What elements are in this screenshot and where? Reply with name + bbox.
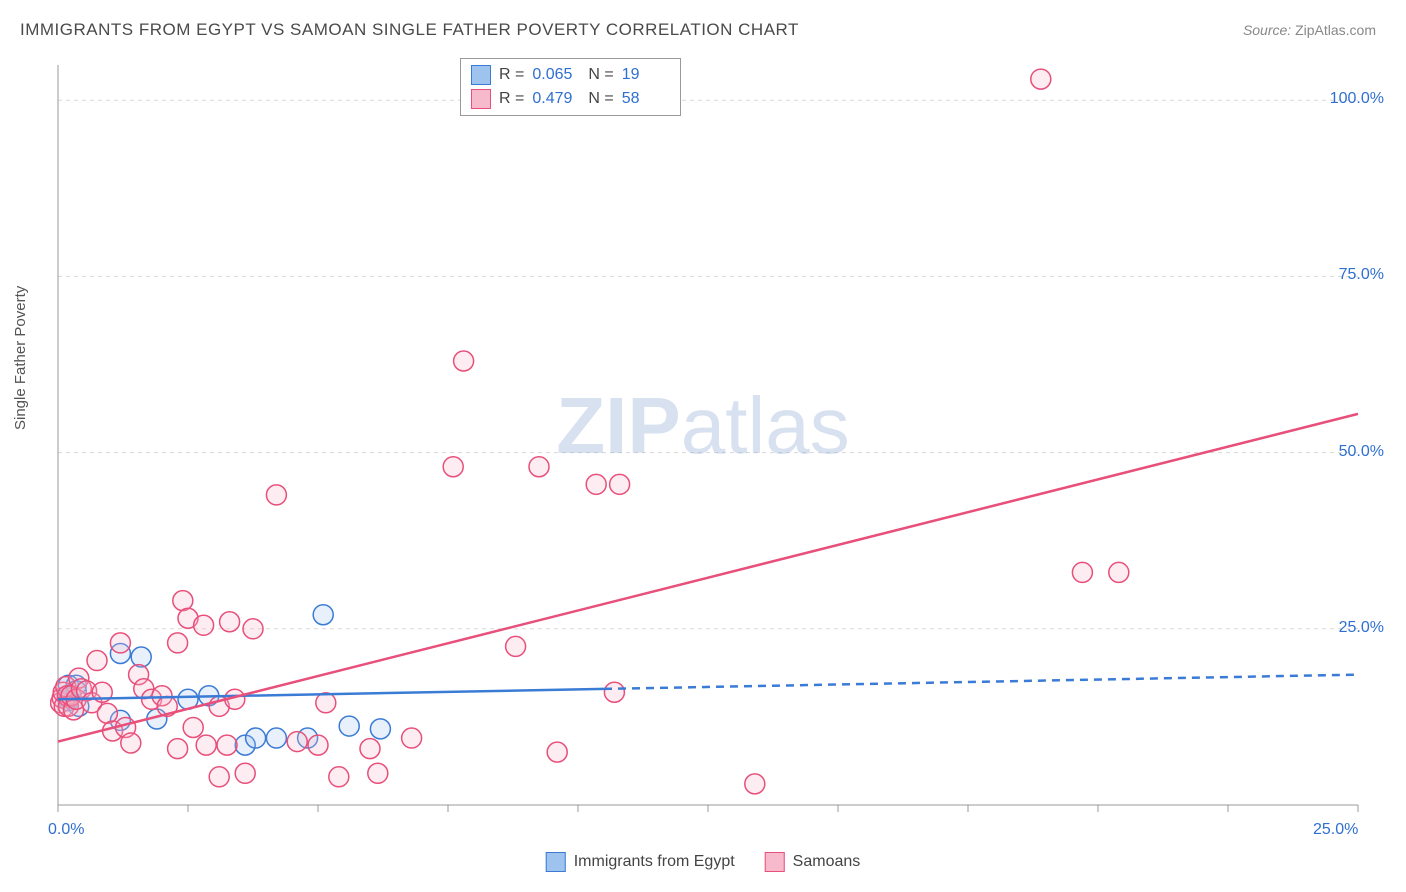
r-value-2: 0.479 [532, 90, 580, 108]
r-label: R = [499, 90, 524, 108]
legend-swatch-1 [546, 852, 566, 872]
r-value-1: 0.065 [532, 66, 580, 84]
legend-swatch-1 [471, 65, 491, 85]
legend-swatch-2 [471, 89, 491, 109]
r-label: R = [499, 66, 524, 84]
y-axis-label: Single Father Poverty [12, 286, 29, 430]
n-label: N = [588, 90, 613, 108]
chart-title: IMMIGRANTS FROM EGYPT VS SAMOAN SINGLE F… [20, 20, 799, 40]
y-tick-75: 75.0% [1339, 266, 1384, 284]
n-label: N = [588, 66, 613, 84]
y-tick-50: 50.0% [1339, 443, 1384, 461]
legend-row-series-2: R = 0.479 N = 58 [471, 87, 670, 111]
legend-item-1: Immigrants from Egypt [546, 852, 735, 872]
legend-swatch-2 [765, 852, 785, 872]
legend-label-2: Samoans [793, 853, 861, 871]
source-attribution: Source: ZipAtlas.com [1243, 22, 1376, 38]
legend-row-series-1: R = 0.065 N = 19 [471, 63, 670, 87]
n-value-1: 19 [622, 66, 670, 84]
scatter-plot-svg [50, 55, 1370, 835]
x-tick-25: 25.0% [1313, 821, 1358, 839]
n-value-2: 58 [622, 90, 670, 108]
series-legend: Immigrants from Egypt Samoans [546, 852, 861, 872]
x-tick-0: 0.0% [48, 821, 84, 839]
y-tick-25: 25.0% [1339, 619, 1384, 637]
correlation-legend: R = 0.065 N = 19 R = 0.479 N = 58 [460, 58, 681, 116]
legend-item-2: Samoans [765, 852, 861, 872]
legend-label-1: Immigrants from Egypt [574, 853, 735, 871]
source-name: ZipAtlas.com [1295, 22, 1376, 38]
chart-area [50, 55, 1370, 835]
y-tick-100: 100.0% [1330, 90, 1384, 108]
source-label: Source: [1243, 22, 1291, 38]
